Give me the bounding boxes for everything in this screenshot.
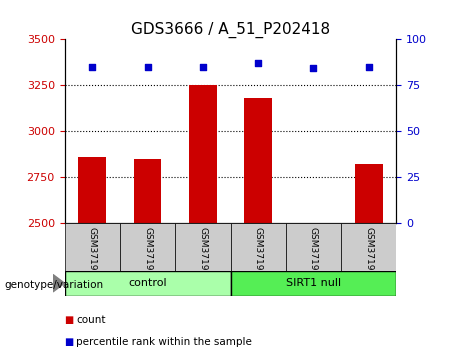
Text: GSM371993: GSM371993 [364,227,373,282]
Text: SIRT1 null: SIRT1 null [286,278,341,288]
Text: GSM371989: GSM371989 [143,227,152,282]
Polygon shape [53,275,65,292]
Bar [244,98,272,223]
Text: count: count [76,315,106,325]
Bar [65,271,230,296]
Text: control: control [128,278,167,288]
Text: GSM371988: GSM371988 [88,227,97,282]
Text: genotype/variation: genotype/variation [5,280,104,290]
Title: GDS3666 / A_51_P202418: GDS3666 / A_51_P202418 [131,21,330,38]
Bar [65,223,120,271]
Point [254,60,262,66]
Text: GSM371990: GSM371990 [198,227,207,282]
Point [89,64,96,69]
Bar [120,223,175,271]
Bar [286,223,341,271]
Bar [230,223,286,271]
Text: GSM371991: GSM371991 [254,227,263,282]
Point [365,64,372,69]
Text: ■: ■ [65,337,74,347]
Point [199,64,207,69]
Text: ■: ■ [65,315,74,325]
Bar [230,271,396,296]
Bar [78,157,106,223]
Text: GSM371992: GSM371992 [309,227,318,282]
Bar [134,159,161,223]
Bar [355,164,383,223]
Point [144,64,151,69]
Text: percentile rank within the sample: percentile rank within the sample [76,337,252,347]
Bar [341,223,396,271]
Point [310,65,317,71]
Bar [175,223,230,271]
Bar [189,85,217,223]
